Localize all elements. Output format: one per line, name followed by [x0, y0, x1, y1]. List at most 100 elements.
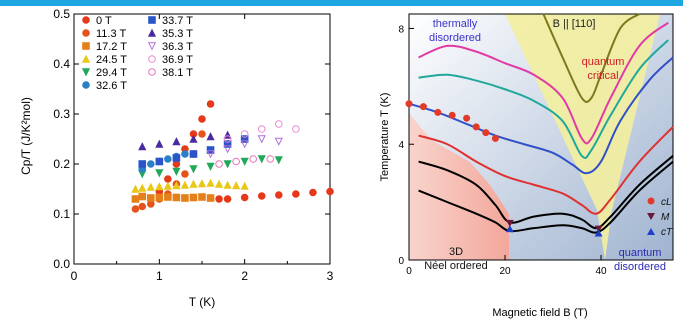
- phase-curve: [418, 21, 669, 145]
- phase-curve: [418, 39, 669, 159]
- left-data-point: [223, 140, 232, 148]
- cl-marker: [419, 103, 427, 111]
- cl-marker: [472, 123, 480, 131]
- thermal-label-2: disordered: [429, 32, 481, 44]
- left-data-point: [223, 195, 232, 203]
- left-data-point: [215, 195, 223, 203]
- left-ytick-label: 0.3: [53, 107, 70, 121]
- left-data-point: [138, 183, 147, 192]
- left-ytick-label: 0.1: [53, 207, 70, 221]
- right-plot-frame: [408, 13, 674, 261]
- left-data-point: [240, 193, 249, 202]
- phase-curve: [418, 160, 674, 234]
- left-ytick-label: 0.0: [53, 257, 70, 271]
- left-data-point: [206, 150, 215, 159]
- left-ytick-label: 0.4: [53, 57, 70, 71]
- legend-label: 38.1 T: [162, 67, 193, 79]
- left-data-point: [206, 194, 215, 202]
- right-x-label: Magnetic field B (T): [492, 307, 587, 319]
- left-data-point: [164, 193, 172, 201]
- cl-marker: [463, 114, 471, 122]
- left-x-label: T (K): [189, 295, 215, 309]
- legend-marker: [148, 68, 156, 76]
- right-ytick-label: 0: [398, 256, 404, 267]
- neel-label-1: 3D: [449, 246, 463, 258]
- left-data-point: [215, 160, 223, 168]
- left-data-point: [189, 134, 198, 143]
- m-marker: [594, 225, 603, 233]
- left-series-group: [131, 100, 334, 213]
- left-data-point: [223, 160, 232, 169]
- quantum-disordered-label-1: quantum: [619, 247, 662, 259]
- left-data-point: [147, 160, 155, 168]
- left-y-ticks: 0.0 0.1 0.2 0.3 0.4 0.5: [53, 7, 330, 271]
- legend-label: 33.7 T: [162, 15, 193, 27]
- legend-label: 36.9 T: [162, 54, 193, 66]
- field-direction-label: B || [110]: [553, 18, 596, 30]
- left-data-point: [138, 142, 147, 151]
- left-xtick-label: 1: [156, 269, 163, 283]
- right-series-group: [408, 13, 674, 234]
- left-data-point: [266, 155, 275, 163]
- left-data-point: [172, 137, 181, 146]
- left-data-point: [155, 169, 164, 178]
- left-xtick-label: 0: [71, 269, 78, 283]
- left-data-point: [131, 205, 140, 213]
- left-data-point: [198, 115, 206, 123]
- left-legend: 0 T11.3 T17.2 T24.5 T29.4 T32.6 T33.7 T3…: [81, 15, 193, 92]
- left-data-point: [274, 137, 283, 146]
- ct-marker: [505, 225, 514, 233]
- legend-marker: [81, 68, 91, 77]
- legend-label: 0 T: [96, 15, 112, 27]
- left-data-point: [138, 202, 147, 211]
- left-y-label: Cp/T (J/K²mol): [19, 97, 33, 175]
- phase-curve: [542, 13, 641, 103]
- phase-curve: [408, 56, 674, 175]
- left-data-point: [189, 193, 198, 202]
- legend-marker: [147, 42, 157, 51]
- left-xtick-label: 2: [241, 269, 248, 283]
- phase-curve: [418, 126, 674, 215]
- legend-marker: [148, 55, 156, 63]
- neel-region: [409, 113, 509, 260]
- legend-label: 24.5 T: [96, 54, 127, 66]
- left-data-point: [181, 194, 189, 202]
- legend-label: 29.4 T: [96, 67, 127, 79]
- left-data-point: [172, 181, 181, 190]
- right-y-label: Temperature T (K): [379, 93, 391, 182]
- left-data-point: [240, 140, 249, 149]
- left-data-point: [189, 179, 198, 188]
- left-data-point: [240, 135, 249, 143]
- left-data-point: [257, 125, 266, 133]
- quantum-critical-label-1: quantum: [582, 56, 625, 68]
- ct-marker: [594, 229, 603, 237]
- left-data-point: [155, 139, 164, 148]
- left-data-point: [189, 150, 198, 158]
- left-data-point: [155, 193, 164, 202]
- legend-marker: [82, 81, 90, 89]
- legend-label: 35.3 T: [162, 28, 193, 40]
- left-data-point: [292, 190, 300, 198]
- right-xtick-label: 0: [406, 266, 412, 277]
- left-data-point: [257, 155, 266, 164]
- left-data-point: [232, 157, 240, 166]
- cl-marker: [448, 111, 456, 119]
- cl-marker: [491, 134, 499, 142]
- right-markers-group: [405, 100, 603, 237]
- left-x-ticks: 0 1 2 3: [71, 14, 334, 283]
- right-y-ticks: 0 4 8: [398, 24, 414, 267]
- legend-marker: [82, 16, 90, 24]
- right-ytick-label: 8: [398, 24, 404, 35]
- legend-m-marker: [647, 213, 655, 220]
- phase-curve: [418, 155, 674, 230]
- left-data-point: [138, 160, 147, 168]
- left-ytick-label: 0.2: [53, 157, 70, 171]
- right-xtick-label: 20: [499, 266, 511, 277]
- left-data-point: [147, 194, 155, 202]
- left-data-point: [275, 120, 283, 128]
- left-data-point: [223, 180, 232, 189]
- left-data-point: [206, 100, 215, 108]
- left-data-point: [232, 181, 241, 190]
- left-data-point: [249, 155, 257, 163]
